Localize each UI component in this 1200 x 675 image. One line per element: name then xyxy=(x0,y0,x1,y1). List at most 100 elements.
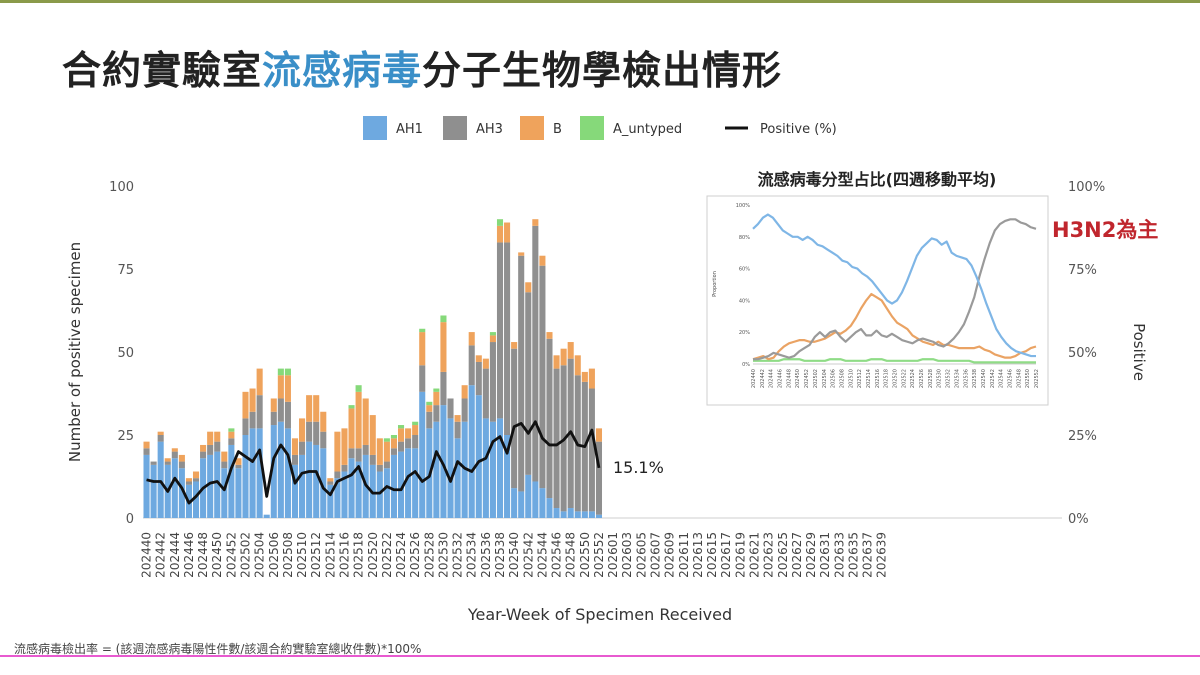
bar-ah3-202542 xyxy=(525,292,532,475)
inset-line-b xyxy=(752,292,1037,361)
bar-ah3-202509 xyxy=(291,454,299,465)
inset-x-tick: 202544 xyxy=(999,369,1005,388)
bar-a_untyped-202522 xyxy=(383,438,390,442)
bar-ah1-202527 xyxy=(419,391,426,518)
legend-swatch-ah1 xyxy=(363,116,387,140)
bar-ah3-202533 xyxy=(461,398,468,422)
x-tick-label: 202550 xyxy=(578,532,592,578)
bar-ah3-202444 xyxy=(171,451,178,459)
bar-ah1-202526 xyxy=(412,448,419,518)
inset-x-tick: 202550 xyxy=(1025,369,1031,388)
bar-ah3-202524 xyxy=(397,441,405,452)
legend-swatch-b xyxy=(520,116,544,140)
legend-label-ah1: AH1 xyxy=(396,122,423,137)
bar-ah3-202534 xyxy=(468,345,475,386)
bar-ah1-202524 xyxy=(397,451,405,518)
x-tick-label: 202448 xyxy=(196,532,210,578)
bar-ah3-202525 xyxy=(405,438,412,449)
bar-b-202529 xyxy=(433,391,440,406)
legend-label-b: B xyxy=(553,122,562,137)
x-tick-label: 202542 xyxy=(521,532,535,578)
bar-b-202446 xyxy=(185,478,192,482)
bar-ah1-202534 xyxy=(468,385,475,518)
bar-b-202541 xyxy=(518,252,525,256)
bar-ah1-202549 xyxy=(574,511,581,518)
inset-x-tick: 202504 xyxy=(822,369,828,388)
bar-ah3-202522 xyxy=(383,461,390,469)
bar-ah3-202520 xyxy=(369,454,376,465)
bar-ah3-202540 xyxy=(511,348,518,489)
bar-ah1-202529 xyxy=(433,421,440,518)
bar-ah1-202511 xyxy=(306,441,313,518)
bar-ah1-202544 xyxy=(539,488,546,518)
bar-b-202523 xyxy=(390,438,397,449)
inset-chart: 流感病毒分型占比(四週移動平均) 0% 20% 40% 60% 80% 100% Propor… xyxy=(706,170,1049,406)
bar-b-202442 xyxy=(157,431,164,435)
bar-ah3-202518 xyxy=(355,448,362,462)
bar-b-202445 xyxy=(178,454,185,462)
bar-b-202512 xyxy=(313,395,320,422)
bar-ah3-202517 xyxy=(348,448,355,459)
inset-x-tick: 202508 xyxy=(839,369,845,388)
x-tick-label: 202524 xyxy=(394,532,408,578)
bar-b-202444 xyxy=(171,448,178,452)
h3n2-annotation: H3N2為主 xyxy=(1052,218,1159,242)
inset-x-tick: 202506 xyxy=(831,369,837,388)
bar-b-202440 xyxy=(143,441,150,449)
bar-ah1-202505 xyxy=(263,514,270,518)
bar-ah1-202513 xyxy=(320,448,327,518)
bar-ah3-202450 xyxy=(214,441,221,452)
bar-b-202537 xyxy=(489,335,496,343)
x-tick-label: 202518 xyxy=(352,532,366,578)
y2-tick-label: 0% xyxy=(1068,512,1089,527)
bar-ah1-202515 xyxy=(334,478,341,518)
bar-b-202515 xyxy=(334,431,341,472)
x-tick-label: 202601 xyxy=(606,532,620,578)
bar-b-202548 xyxy=(567,342,574,359)
x-tick-label: 202444 xyxy=(168,532,182,578)
bar-ah1-202451 xyxy=(221,468,228,518)
bar-b-202525 xyxy=(405,428,412,439)
x-tick-label: 202536 xyxy=(479,532,493,578)
inset-x-tick: 202524 xyxy=(910,369,916,388)
bar-b-202530 xyxy=(440,322,447,372)
x-tick-label: 202514 xyxy=(323,532,337,578)
x-tick-label: 202538 xyxy=(493,532,507,578)
y-tick-label: 100 xyxy=(109,180,134,195)
bar-b-202507 xyxy=(277,375,284,399)
bar-ah3-202513 xyxy=(320,431,327,449)
bar-ah3-202551 xyxy=(588,388,595,512)
bar-ah1-202522 xyxy=(383,468,390,518)
x-tick-label: 202442 xyxy=(154,532,168,578)
bar-ah1-202504 xyxy=(256,428,263,518)
bar-b-202447 xyxy=(192,471,200,479)
bar-ah1-202541 xyxy=(518,491,525,518)
bar-ah1-202521 xyxy=(376,471,383,518)
x-tick-label: 202619 xyxy=(733,532,747,578)
bar-a_untyped-202530 xyxy=(440,315,447,323)
bar-ah3-202552 xyxy=(595,441,603,515)
bar-b-202516 xyxy=(341,428,348,465)
bar-ah3-202532 xyxy=(454,421,461,439)
bar-b-202501 xyxy=(235,458,242,465)
inset-x-tick: 202520 xyxy=(893,369,899,388)
bar-b-202549 xyxy=(574,355,581,376)
bar-b-202509 xyxy=(291,438,299,455)
bar-b-202514 xyxy=(327,478,334,482)
bar-b-202543 xyxy=(532,219,539,226)
inset-x-tick: 202450 xyxy=(795,369,801,388)
inset-y-tick: 40% xyxy=(739,298,750,304)
bar-ah1-202548 xyxy=(567,508,574,518)
bar-ah3-202503 xyxy=(249,411,256,429)
title-part-2: 分子生物學檢出情形 xyxy=(422,49,783,94)
y-tick-label: 50 xyxy=(117,346,134,361)
bar-a_untyped-202529 xyxy=(433,388,440,392)
bar-ah1-202512 xyxy=(313,444,320,518)
bar-ah1-202537 xyxy=(489,421,496,518)
inset-y-title: Proportion xyxy=(712,271,718,297)
inset-x-tick: 202528 xyxy=(928,369,934,388)
bar-ah1-202545 xyxy=(546,498,553,518)
bar-a_untyped-202527 xyxy=(419,328,426,333)
bar-b-202452 xyxy=(228,431,235,439)
